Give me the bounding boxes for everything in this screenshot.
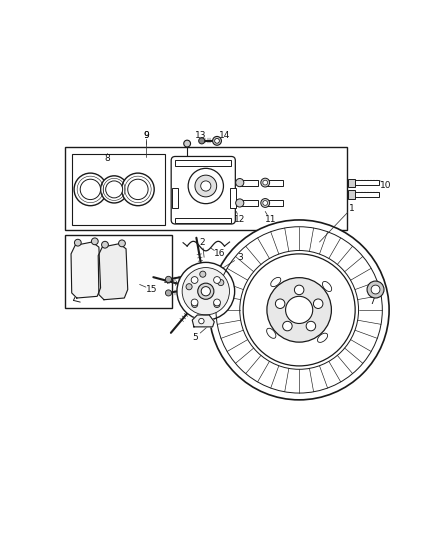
Text: 13: 13 <box>195 131 206 140</box>
Circle shape <box>263 180 268 185</box>
Circle shape <box>201 181 211 191</box>
Text: 8: 8 <box>105 155 110 163</box>
Bar <box>175 218 231 223</box>
Bar <box>175 159 231 166</box>
Bar <box>65 147 346 230</box>
Circle shape <box>214 277 220 284</box>
Text: 9: 9 <box>144 131 149 140</box>
Text: 14: 14 <box>219 131 230 140</box>
Bar <box>348 190 355 199</box>
Text: 3: 3 <box>237 253 243 262</box>
Circle shape <box>212 136 222 146</box>
Circle shape <box>261 199 270 207</box>
Bar <box>172 188 178 208</box>
Bar <box>230 188 236 208</box>
Ellipse shape <box>267 328 276 338</box>
Circle shape <box>184 140 191 147</box>
Ellipse shape <box>271 277 281 287</box>
Circle shape <box>314 299 323 309</box>
Circle shape <box>106 181 123 198</box>
Bar <box>265 180 283 185</box>
Circle shape <box>201 287 210 296</box>
Circle shape <box>119 240 125 247</box>
Circle shape <box>177 262 235 320</box>
Circle shape <box>209 220 389 400</box>
Text: 16: 16 <box>214 249 225 259</box>
Circle shape <box>214 302 220 308</box>
Text: 5: 5 <box>193 333 198 342</box>
Circle shape <box>191 299 198 306</box>
Bar <box>240 200 258 206</box>
Circle shape <box>166 276 172 282</box>
Circle shape <box>276 299 285 309</box>
Circle shape <box>186 284 192 290</box>
Circle shape <box>294 285 304 295</box>
Circle shape <box>101 176 128 203</box>
Bar <box>348 179 355 187</box>
Circle shape <box>74 173 107 206</box>
Circle shape <box>191 302 198 308</box>
Circle shape <box>92 238 98 245</box>
Circle shape <box>188 168 223 204</box>
Bar <box>72 154 165 225</box>
Text: 1: 1 <box>349 204 355 213</box>
Text: 7: 7 <box>369 297 375 306</box>
Circle shape <box>267 278 332 342</box>
Circle shape <box>199 138 205 144</box>
Circle shape <box>236 179 244 187</box>
Ellipse shape <box>318 333 328 342</box>
Circle shape <box>182 268 230 315</box>
Circle shape <box>236 199 244 207</box>
Circle shape <box>198 283 214 300</box>
Circle shape <box>367 281 384 298</box>
Ellipse shape <box>322 281 332 292</box>
Text: 2: 2 <box>200 238 205 246</box>
Polygon shape <box>192 315 214 327</box>
Circle shape <box>102 241 108 248</box>
Circle shape <box>122 173 154 206</box>
FancyBboxPatch shape <box>171 157 235 224</box>
Circle shape <box>166 290 172 296</box>
Polygon shape <box>98 244 128 300</box>
Circle shape <box>215 139 219 143</box>
Bar <box>240 180 258 185</box>
Text: 15: 15 <box>146 285 157 294</box>
Circle shape <box>200 271 206 277</box>
Text: 4: 4 <box>164 277 170 286</box>
Bar <box>354 192 379 197</box>
Text: 12: 12 <box>234 215 245 224</box>
Circle shape <box>214 299 220 306</box>
Circle shape <box>263 200 268 205</box>
Circle shape <box>195 175 217 197</box>
Circle shape <box>306 321 316 331</box>
Circle shape <box>199 318 204 324</box>
Text: 10: 10 <box>380 182 392 190</box>
Bar <box>265 200 283 206</box>
Polygon shape <box>71 242 101 298</box>
Circle shape <box>128 179 148 199</box>
Circle shape <box>74 239 81 246</box>
Text: 11: 11 <box>265 215 276 224</box>
Bar <box>65 235 172 308</box>
Circle shape <box>191 277 198 284</box>
Circle shape <box>80 179 101 199</box>
Circle shape <box>218 279 224 286</box>
Circle shape <box>261 178 270 187</box>
Circle shape <box>283 321 292 331</box>
Circle shape <box>243 254 355 366</box>
Circle shape <box>371 285 380 294</box>
Text: 9: 9 <box>144 131 149 140</box>
Bar <box>354 180 379 185</box>
Circle shape <box>286 296 313 324</box>
